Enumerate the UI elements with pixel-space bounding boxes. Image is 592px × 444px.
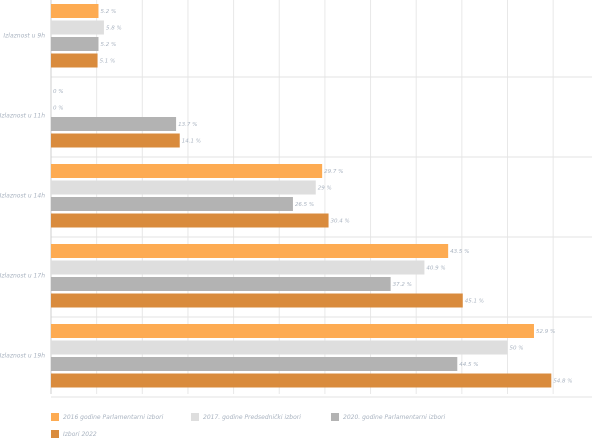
- category-label: Izlaznost u 17h: [0, 273, 45, 280]
- legend-label: 2016 godine Parlamentarni izbori: [63, 414, 164, 421]
- bar: [51, 373, 552, 388]
- bar: [51, 53, 98, 68]
- bar: [51, 357, 458, 371]
- data-label: 40.9 %: [426, 266, 445, 272]
- data-label: 29.7 %: [324, 169, 343, 175]
- category-label: Izlaznost u 14h: [0, 193, 45, 200]
- bar: [51, 277, 391, 291]
- data-label: 29 %: [318, 186, 332, 192]
- data-label: 0 %: [53, 89, 63, 95]
- bar: [51, 260, 425, 275]
- data-label: 45.1 %: [465, 299, 484, 305]
- data-label: 0 %: [53, 106, 63, 112]
- bar: [51, 180, 316, 195]
- data-label: 54.8 %: [553, 379, 572, 385]
- bar: [51, 244, 449, 258]
- bar: [51, 213, 329, 228]
- legend-swatch: [331, 413, 339, 421]
- data-label: 26.5 %: [295, 202, 314, 208]
- data-label: 43.5 %: [450, 249, 469, 255]
- data-label: 5.2 %: [100, 42, 116, 48]
- bar: [51, 293, 463, 308]
- bar: [51, 324, 534, 338]
- data-label: 5.2 %: [100, 9, 116, 15]
- data-label: 50 %: [510, 346, 524, 352]
- legend-swatch: [51, 430, 59, 438]
- category-label: Izlaznost u 11h: [0, 113, 45, 120]
- bar: [51, 20, 104, 35]
- bar: [51, 197, 293, 211]
- data-label: 30.4 %: [331, 219, 350, 225]
- bars-layer: [51, 4, 552, 388]
- bar: [51, 4, 99, 18]
- legend-swatch: [51, 413, 59, 421]
- data-label: 37.2 %: [393, 282, 412, 288]
- bar: [51, 37, 99, 51]
- grid-layer: [50, 0, 592, 398]
- legend-label: Izbori 2022: [63, 431, 97, 438]
- data-label: 44.5 %: [459, 362, 478, 368]
- data-label: 14.1 %: [182, 139, 201, 145]
- bar: [51, 117, 177, 131]
- category-label: Izlaznost u 19h: [0, 353, 45, 360]
- data-label: 5.1 %: [100, 59, 116, 65]
- legend-swatch: [191, 413, 199, 421]
- data-label: 52.9 %: [536, 329, 555, 335]
- data-label: 13.7 %: [178, 122, 197, 128]
- bar: [51, 340, 508, 355]
- legend: 2016 godine Parlamentarni izbori 2017. go…: [51, 413, 446, 438]
- bar: [51, 164, 323, 178]
- legend-label: 2020. godine Parlamentarni izbori: [343, 414, 446, 421]
- labels-layer: Izlaznost u 9h 5.2 % 5.8 % 5.2 % 5.1 % Izlazn…: [0, 9, 573, 385]
- bar: [51, 133, 180, 148]
- category-label: Izlaznost u 9h: [3, 33, 45, 40]
- data-label: 5.8 %: [106, 26, 122, 32]
- legend-label: 2017. godine Predsednički izbori: [203, 414, 301, 421]
